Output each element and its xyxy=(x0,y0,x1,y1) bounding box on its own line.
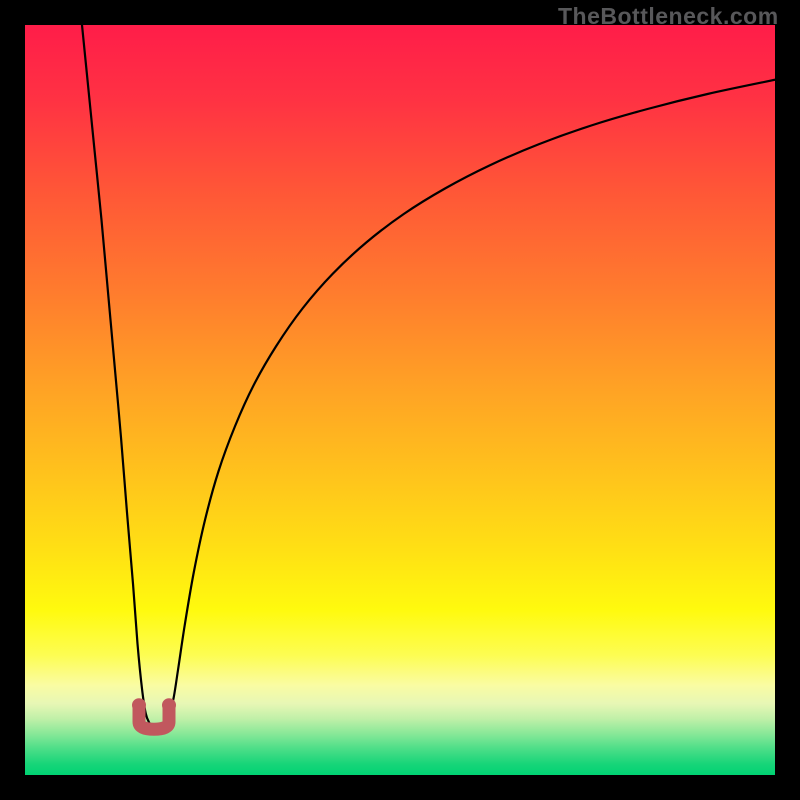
watermark-text: TheBottleneck.com xyxy=(558,3,779,30)
outer-frame xyxy=(0,0,800,800)
